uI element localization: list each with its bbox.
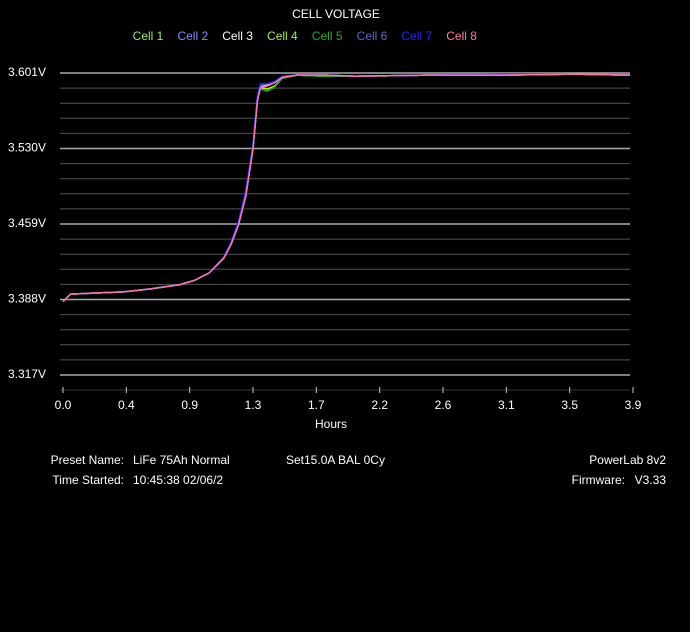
firmware-label: Firmware:	[572, 473, 625, 487]
y-tick-label: 3.388V	[8, 292, 46, 306]
chart-title: CELL VOLTAGE	[292, 7, 380, 21]
x-tick-label: 0.9	[181, 398, 198, 412]
x-tick-label: 3.1	[498, 398, 515, 412]
legend-entry: Cell 6	[357, 29, 388, 43]
legend-entry: Cell 4	[267, 29, 298, 43]
y-tick-label: 3.530V	[8, 141, 46, 155]
legend-entry: Cell 8	[446, 29, 477, 43]
legend-entry: Cell 5	[312, 29, 343, 43]
legend-entry: Cell 7	[401, 29, 432, 43]
x-tick-label: 1.7	[308, 398, 325, 412]
x-tick-label: 3.9	[625, 398, 642, 412]
series-line	[62, 73, 631, 303]
x-tick-label: 2.2	[371, 398, 388, 412]
y-tick-label: 3.601V	[8, 65, 46, 79]
legend-entry: Cell 3	[222, 29, 253, 43]
y-tick-label: 3.459V	[8, 216, 46, 230]
firmware-value: V3.33	[635, 473, 667, 487]
time-value: 10:45:38 02/06/2	[133, 473, 223, 487]
x-tick-label: 1.3	[245, 398, 262, 412]
x-tick-label: 2.6	[435, 398, 452, 412]
preset-label: Preset Name:	[51, 453, 124, 467]
y-tick-label: 3.317V	[8, 367, 46, 381]
time-label: Time Started:	[52, 473, 124, 487]
device: PowerLab 8v2	[589, 453, 666, 467]
x-tick-label: 0.0	[55, 398, 72, 412]
settings: Set15.0A BAL 0Cy	[286, 453, 385, 467]
x-axis-label: Hours	[315, 417, 347, 431]
legend-entry: Cell 1	[133, 29, 164, 43]
legend-entry: Cell 2	[177, 29, 208, 43]
x-tick-label: 0.4	[118, 398, 135, 412]
x-tick-label: 3.5	[561, 398, 578, 412]
preset-value: LiFe 75Ah Normal	[133, 453, 230, 467]
